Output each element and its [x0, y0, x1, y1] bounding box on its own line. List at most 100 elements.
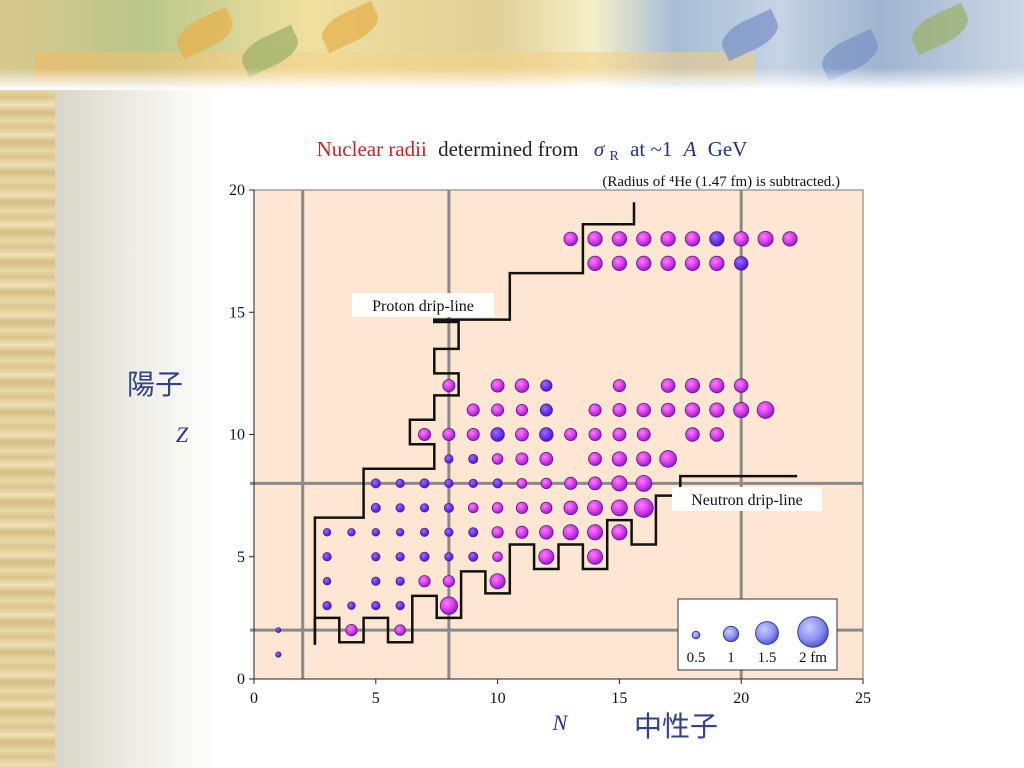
nucleus-marker: [612, 379, 626, 393]
nucleus-marker: [635, 474, 653, 492]
nucleus-marker: [588, 427, 602, 441]
nucleus-marker: [660, 378, 676, 393]
nucleus-marker: [515, 452, 529, 466]
nucleus-marker: [660, 255, 676, 271]
nucleus-marker: [709, 231, 725, 247]
x-tick-label: 25: [855, 690, 871, 707]
nucleus-marker: [442, 575, 455, 588]
nucleus-marker: [370, 478, 381, 489]
nucleus-marker: [394, 624, 406, 636]
nucleus-marker: [395, 503, 405, 513]
nucleus-marker: [419, 527, 430, 537]
proton-drip-line: [313, 474, 798, 645]
nuclei-markers: [275, 230, 798, 658]
nucleus-marker: [443, 502, 454, 513]
title-part2: determined from: [438, 137, 579, 161]
nucleus-marker: [660, 402, 676, 418]
nucleus-marker: [490, 427, 505, 442]
nucleus-marker: [395, 576, 405, 586]
nucleus-marker: [466, 427, 480, 441]
radius-legend-label: 1: [727, 650, 735, 666]
nucleus-marker: [588, 452, 602, 466]
nucleus-marker: [734, 378, 749, 393]
nucleus-marker: [466, 403, 480, 417]
nucleus-marker: [587, 548, 604, 565]
nucleus-marker: [611, 231, 628, 247]
nucleus-marker: [419, 478, 430, 489]
nucleus-marker: [636, 255, 652, 271]
nucleus-marker: [468, 527, 479, 538]
nucleus-marker: [733, 402, 750, 419]
n-axis-label: N: [552, 710, 569, 735]
proton-kanji-label: 陽子: [127, 368, 183, 401]
nucleus-marker: [684, 231, 701, 247]
nucleus-marker: [611, 475, 628, 492]
nucleus-marker: [444, 454, 454, 464]
neutron-drip-line: [313, 202, 636, 645]
nucleus-marker: [611, 451, 628, 467]
nucleus-marker: [492, 551, 503, 563]
nucleus-marker: [371, 552, 381, 562]
nucleus-marker: [684, 255, 701, 271]
nucleus-marker: [491, 502, 504, 514]
radius-legend-circle: [797, 616, 829, 648]
radius-legend-label: 0.5: [687, 650, 706, 666]
nucleus-marker: [395, 552, 405, 562]
nucleus-marker: [636, 451, 652, 467]
radius-legend-circle: [691, 630, 701, 640]
background-fade: [55, 0, 215, 768]
nucleus-marker: [539, 403, 553, 417]
z-axis-label: Z: [176, 422, 189, 447]
x-tick-label: 15: [611, 690, 627, 707]
nucleus-marker: [468, 478, 478, 488]
nucleus-marker: [492, 478, 503, 489]
nucleus-marker: [275, 651, 282, 658]
nucleus-marker: [611, 499, 628, 517]
nucleus-marker: [419, 551, 430, 562]
nucleus-marker: [540, 501, 553, 514]
x-tick-label: 0: [250, 690, 258, 707]
nucleus-marker: [540, 379, 553, 392]
title-part5: GeV: [708, 137, 748, 161]
nucleus-marker: [564, 427, 578, 441]
nucleus-marker: [563, 231, 578, 247]
nucleus-marker: [444, 478, 454, 488]
nucleus-marker: [322, 552, 332, 562]
nucleus-marker: [491, 403, 505, 417]
nucleus-marker: [540, 477, 553, 490]
nucleus-marker: [709, 377, 725, 394]
nucleus-marker: [733, 231, 749, 247]
y-tick-label: 15: [229, 304, 245, 321]
nucleus-marker: [275, 627, 282, 633]
nucleus-marker: [514, 378, 530, 393]
nucleus-marker: [322, 528, 332, 537]
nucleus-marker: [468, 453, 479, 464]
nucleus-marker: [734, 256, 749, 271]
nucleus-marker: [371, 576, 381, 586]
drip-lines: [313, 202, 798, 645]
nucleus-marker: [588, 403, 602, 417]
nucleus-marker: [587, 231, 603, 247]
x-tick-label: 5: [372, 690, 380, 707]
nucleus-marker: [418, 427, 432, 441]
nucleus-marker: [468, 551, 479, 562]
nucleus-marker: [439, 596, 458, 615]
radius-legend-circle: [722, 625, 740, 643]
radius-legend-label: 2 fm: [799, 650, 827, 666]
title-part3: at ~1: [630, 137, 672, 161]
title-part1: Nuclear radii: [317, 137, 427, 161]
nucleus-marker: [515, 501, 529, 514]
nucleus-marker: [636, 402, 651, 418]
nucleus-marker: [419, 503, 430, 513]
nucleus-marker: [782, 231, 798, 247]
nucleus-marker: [659, 450, 677, 468]
nucleus-marker: [660, 231, 676, 247]
nucleus-marker: [490, 378, 505, 393]
nucleus-marker: [347, 528, 356, 537]
title-sigma: σ: [594, 137, 606, 161]
nucleus-marker: [588, 476, 602, 491]
title-part4: A: [682, 137, 697, 161]
nucleus-marker: [491, 526, 504, 539]
nucleus-marker: [563, 500, 578, 516]
nucleus-marker: [612, 427, 627, 442]
